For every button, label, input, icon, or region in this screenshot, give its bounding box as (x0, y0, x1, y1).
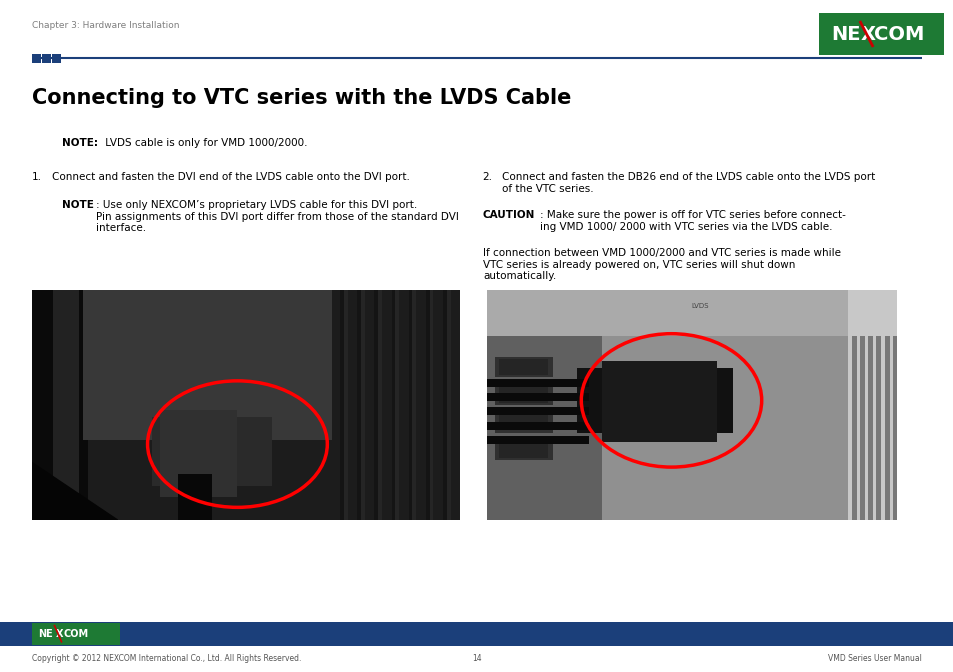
Bar (876, 336, 881, 520)
Text: NE: NE (38, 629, 52, 638)
Bar (498, 414, 548, 430)
Text: Connect and fasten the DB26 end of the LVDS cable onto the LVDS port
of the VTC : Connect and fasten the DB26 end of the L… (501, 172, 874, 194)
Bar (160, 410, 237, 497)
Text: LVDS: LVDS (691, 303, 708, 309)
Bar (601, 362, 716, 442)
Text: NE: NE (830, 24, 860, 44)
Bar (486, 436, 589, 444)
Bar (32, 290, 88, 520)
Bar (377, 290, 382, 520)
Bar (486, 378, 589, 386)
Bar (53, 290, 79, 520)
Bar (429, 290, 433, 520)
Bar (442, 290, 450, 520)
Text: NOTE:: NOTE: (62, 138, 98, 148)
Bar (391, 290, 398, 520)
Bar (883, 336, 889, 520)
Bar (52, 54, 61, 62)
Bar (892, 336, 897, 520)
Text: NOTE: NOTE (62, 200, 93, 210)
Text: 1.: 1. (32, 172, 42, 182)
Bar (577, 368, 732, 433)
Bar (374, 290, 382, 520)
Bar (425, 290, 433, 520)
Bar (152, 417, 272, 485)
Text: : Use only NEXCOM’s proprietary LVDS cable for this DVI port.
Pin assignments of: : Use only NEXCOM’s proprietary LVDS cab… (96, 200, 458, 233)
Text: : Make sure the power is off for VTC series before connect-
ing VMD 1000/ 2000 w: : Make sure the power is off for VTC ser… (539, 210, 845, 232)
Bar (357, 290, 365, 520)
Bar (412, 290, 416, 520)
Text: Chapter 3: Hardware Installation: Chapter 3: Hardware Installation (32, 21, 179, 30)
Bar (408, 290, 416, 520)
Bar (486, 336, 601, 520)
Bar (83, 290, 332, 439)
Text: X: X (861, 24, 875, 44)
Bar (486, 336, 847, 520)
Bar (361, 290, 365, 520)
Bar (495, 439, 552, 460)
Text: 2.: 2. (481, 172, 492, 182)
Bar (486, 407, 589, 415)
Text: Copyright © 2012 NEXCOM International Co., Ltd. All Rights Reserved.: Copyright © 2012 NEXCOM International Co… (32, 655, 301, 663)
Text: Connecting to VTC series with the LVDS Cable: Connecting to VTC series with the LVDS C… (32, 88, 571, 108)
Bar (42, 54, 51, 62)
Bar (32, 622, 120, 645)
Bar (818, 13, 943, 55)
Bar (498, 386, 548, 403)
Bar (495, 384, 552, 405)
Text: Connect and fasten the DVI end of the LVDS cable onto the DVI port.: Connect and fasten the DVI end of the LV… (52, 172, 410, 182)
Bar (0, 622, 953, 646)
Text: COM: COM (873, 24, 923, 44)
Bar (486, 393, 589, 401)
Bar (340, 290, 348, 520)
Text: VMD Series User Manual: VMD Series User Manual (827, 655, 921, 663)
Bar (486, 290, 847, 341)
Bar (498, 359, 548, 375)
Bar (486, 421, 589, 429)
Bar (395, 290, 398, 520)
Text: COM: COM (63, 629, 88, 638)
Bar (860, 336, 864, 520)
Bar (446, 290, 450, 520)
Text: 14: 14 (472, 655, 481, 663)
Bar (495, 357, 552, 378)
Bar (83, 290, 332, 439)
Polygon shape (32, 462, 117, 520)
Text: CAUTION: CAUTION (482, 210, 535, 220)
Bar (851, 336, 856, 520)
Bar (32, 54, 41, 62)
Bar (867, 336, 872, 520)
Bar (177, 474, 212, 520)
Text: X: X (56, 629, 64, 638)
Text: LVDS cable is only for VMD 1000/2000.: LVDS cable is only for VMD 1000/2000. (102, 138, 307, 148)
Bar (495, 412, 552, 433)
Bar (498, 442, 548, 458)
Bar (344, 290, 348, 520)
Text: If connection between VMD 1000/2000 and VTC series is made while
VTC series is a: If connection between VMD 1000/2000 and … (482, 248, 841, 281)
